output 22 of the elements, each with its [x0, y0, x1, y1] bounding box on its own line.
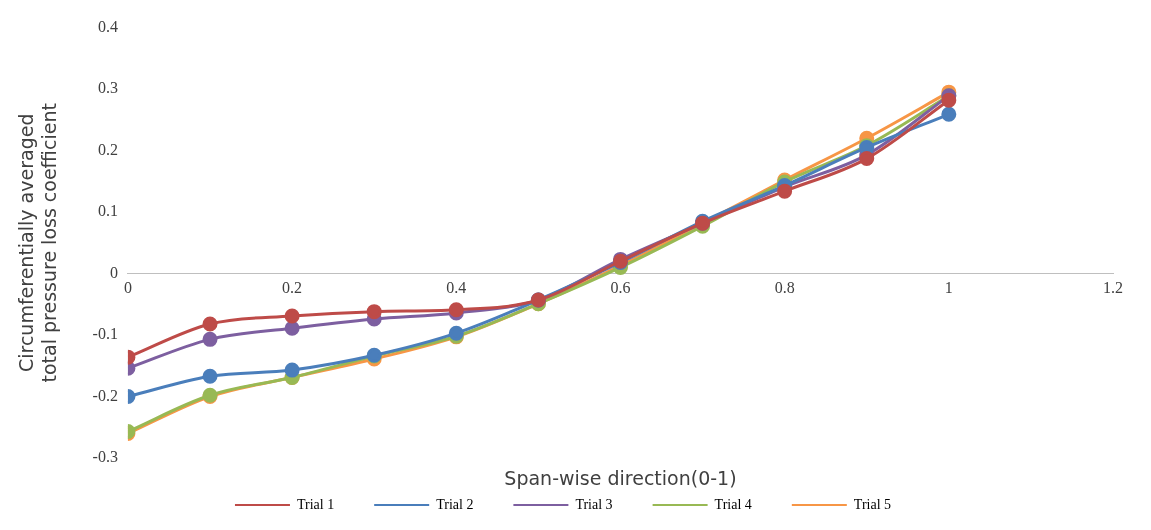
- legend-label: Trial 4: [714, 496, 752, 512]
- legend-label: Trial 1: [296, 496, 335, 512]
- x-tick-label: 0.6: [610, 279, 631, 297]
- y-tick-label: -0.1: [92, 325, 118, 343]
- y-tick-label: 0: [109, 263, 118, 281]
- x-tick-label: 0.4: [446, 279, 467, 297]
- x-axis-title: Span-wise direction(0-1): [504, 466, 737, 489]
- x-tick-label: 0: [123, 279, 132, 297]
- y-tick-label: -0.2: [92, 386, 118, 404]
- y-tick-label: 0.2: [97, 140, 118, 158]
- y-tick-label: 0.4: [97, 17, 118, 35]
- legend-label: Trial 3: [575, 496, 613, 512]
- legend-label: Trial 2: [436, 496, 474, 512]
- y-tick-label: 0.3: [97, 79, 118, 97]
- y-tick-label: -0.3: [92, 448, 118, 466]
- y-tick-label: 0.1: [97, 202, 118, 220]
- x-tick-label: 0.8: [774, 279, 795, 297]
- legend-label: Trial 5: [853, 496, 892, 512]
- x-tick-label: 0.2: [282, 279, 303, 297]
- x-tick-label: 1: [944, 279, 953, 297]
- y-axis-title: Circumferentially averaged total pressure loss coefficient: [15, 103, 61, 383]
- x-tick-label: 1.2: [1103, 279, 1123, 297]
